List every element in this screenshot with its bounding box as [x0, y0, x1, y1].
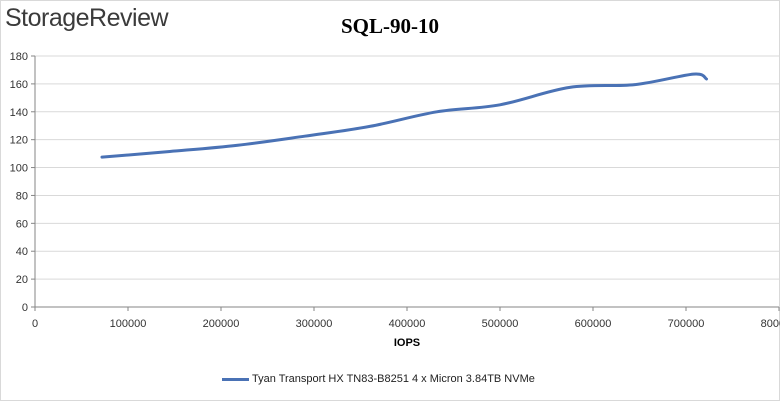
y-tick-label: 160 — [10, 79, 28, 91]
legend-swatch — [222, 377, 249, 381]
x-tick-label: 400000 — [389, 318, 426, 330]
x-tick-label: 200000 — [203, 318, 240, 330]
y-tick-label: 20 — [16, 274, 28, 286]
y-tick-label: 120 — [10, 135, 28, 147]
y-tick-label: 40 — [16, 246, 28, 258]
y-tick-label: 60 — [16, 218, 28, 230]
axes — [31, 55, 780, 311]
x-tick-label: 500000 — [482, 318, 519, 330]
storagereview-logo: StorageReview — [5, 4, 169, 32]
y-tick-label: 80 — [16, 190, 28, 202]
series-lines — [100, 72, 708, 159]
x-tick-label: 800000 — [761, 318, 780, 330]
gridlines — [35, 55, 779, 280]
x-tick-label: 700000 — [668, 318, 705, 330]
x-tick-label: 0 — [32, 318, 38, 330]
series-line — [100, 72, 708, 159]
x-tick-label: 600000 — [575, 318, 612, 330]
y-tick-label: 100 — [10, 163, 28, 175]
y-tick-labels: 0 20 40 60 80 100 120 140 160 180 — [10, 51, 28, 314]
x-tick-label: 300000 — [296, 318, 333, 330]
y-tick-label: 180 — [10, 51, 28, 63]
legend: Tyan Transport HX TN83-B8251 4 x Micron … — [222, 373, 535, 385]
x-tick-labels: 0 100000 200000 300000 400000 500000 600000 700… — [32, 318, 780, 330]
legend-label: Tyan Transport HX TN83-B8251 4 x Micron … — [252, 373, 535, 385]
y-tick-label: 140 — [10, 107, 28, 119]
x-tick-label: 100000 — [110, 318, 147, 330]
chart-title: SQL-90-10 — [340, 14, 439, 38]
y-tick-label: 0 — [22, 302, 28, 314]
x-axis-label: IOPS — [393, 337, 421, 349]
